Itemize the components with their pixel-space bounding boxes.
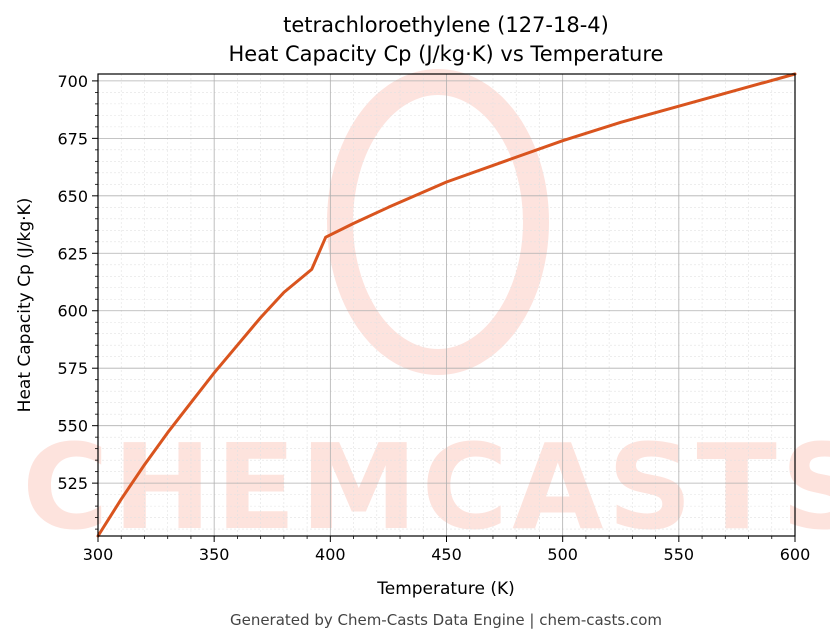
x-tick-label: 350 [199,545,230,564]
x-tick-label: 400 [315,545,346,564]
x-tick-label: 600 [780,545,811,564]
chart-title: tetrachloroethylene (127-18-4) [283,13,609,37]
footer-credit: Generated by Chem-Casts Data Engine | ch… [230,611,662,629]
x-tick-label: 550 [664,545,695,564]
series-line [96,72,797,538]
x-axis-label: Temperature (K) [376,579,515,599]
watermark-text: CHEMCASTS [22,418,830,556]
y-tick-label: 650 [57,187,88,206]
y-axis-label: Heat Capacity Cp (J/kg·K) [15,198,35,413]
y-tick-label: 675 [57,129,88,148]
chemcasts-watermark: CHEMCASTS [22,69,830,556]
y-axis-ticks: 525 550 575 600 625 650 675 700 [57,72,98,530]
series-layer [96,72,797,538]
y-tick-label: 575 [57,359,88,378]
y-tick-label: 700 [57,72,88,91]
y-tick-label: 525 [57,474,88,493]
y-tick-label: 550 [57,417,88,436]
chart-subtitle: Heat Capacity Cp (J/kg·K) vs Temperature [229,42,664,66]
x-tick-label: 450 [431,545,462,564]
x-tick-label: 300 [83,545,114,564]
y-tick-label: 600 [57,302,88,321]
watermark-ring [327,69,549,375]
x-axis-ticks: 300 350 400 450 500 550 600 [83,536,811,564]
x-tick-label: 500 [547,545,578,564]
major-gridlines [97,74,796,536]
y-tick-label: 625 [57,244,88,263]
